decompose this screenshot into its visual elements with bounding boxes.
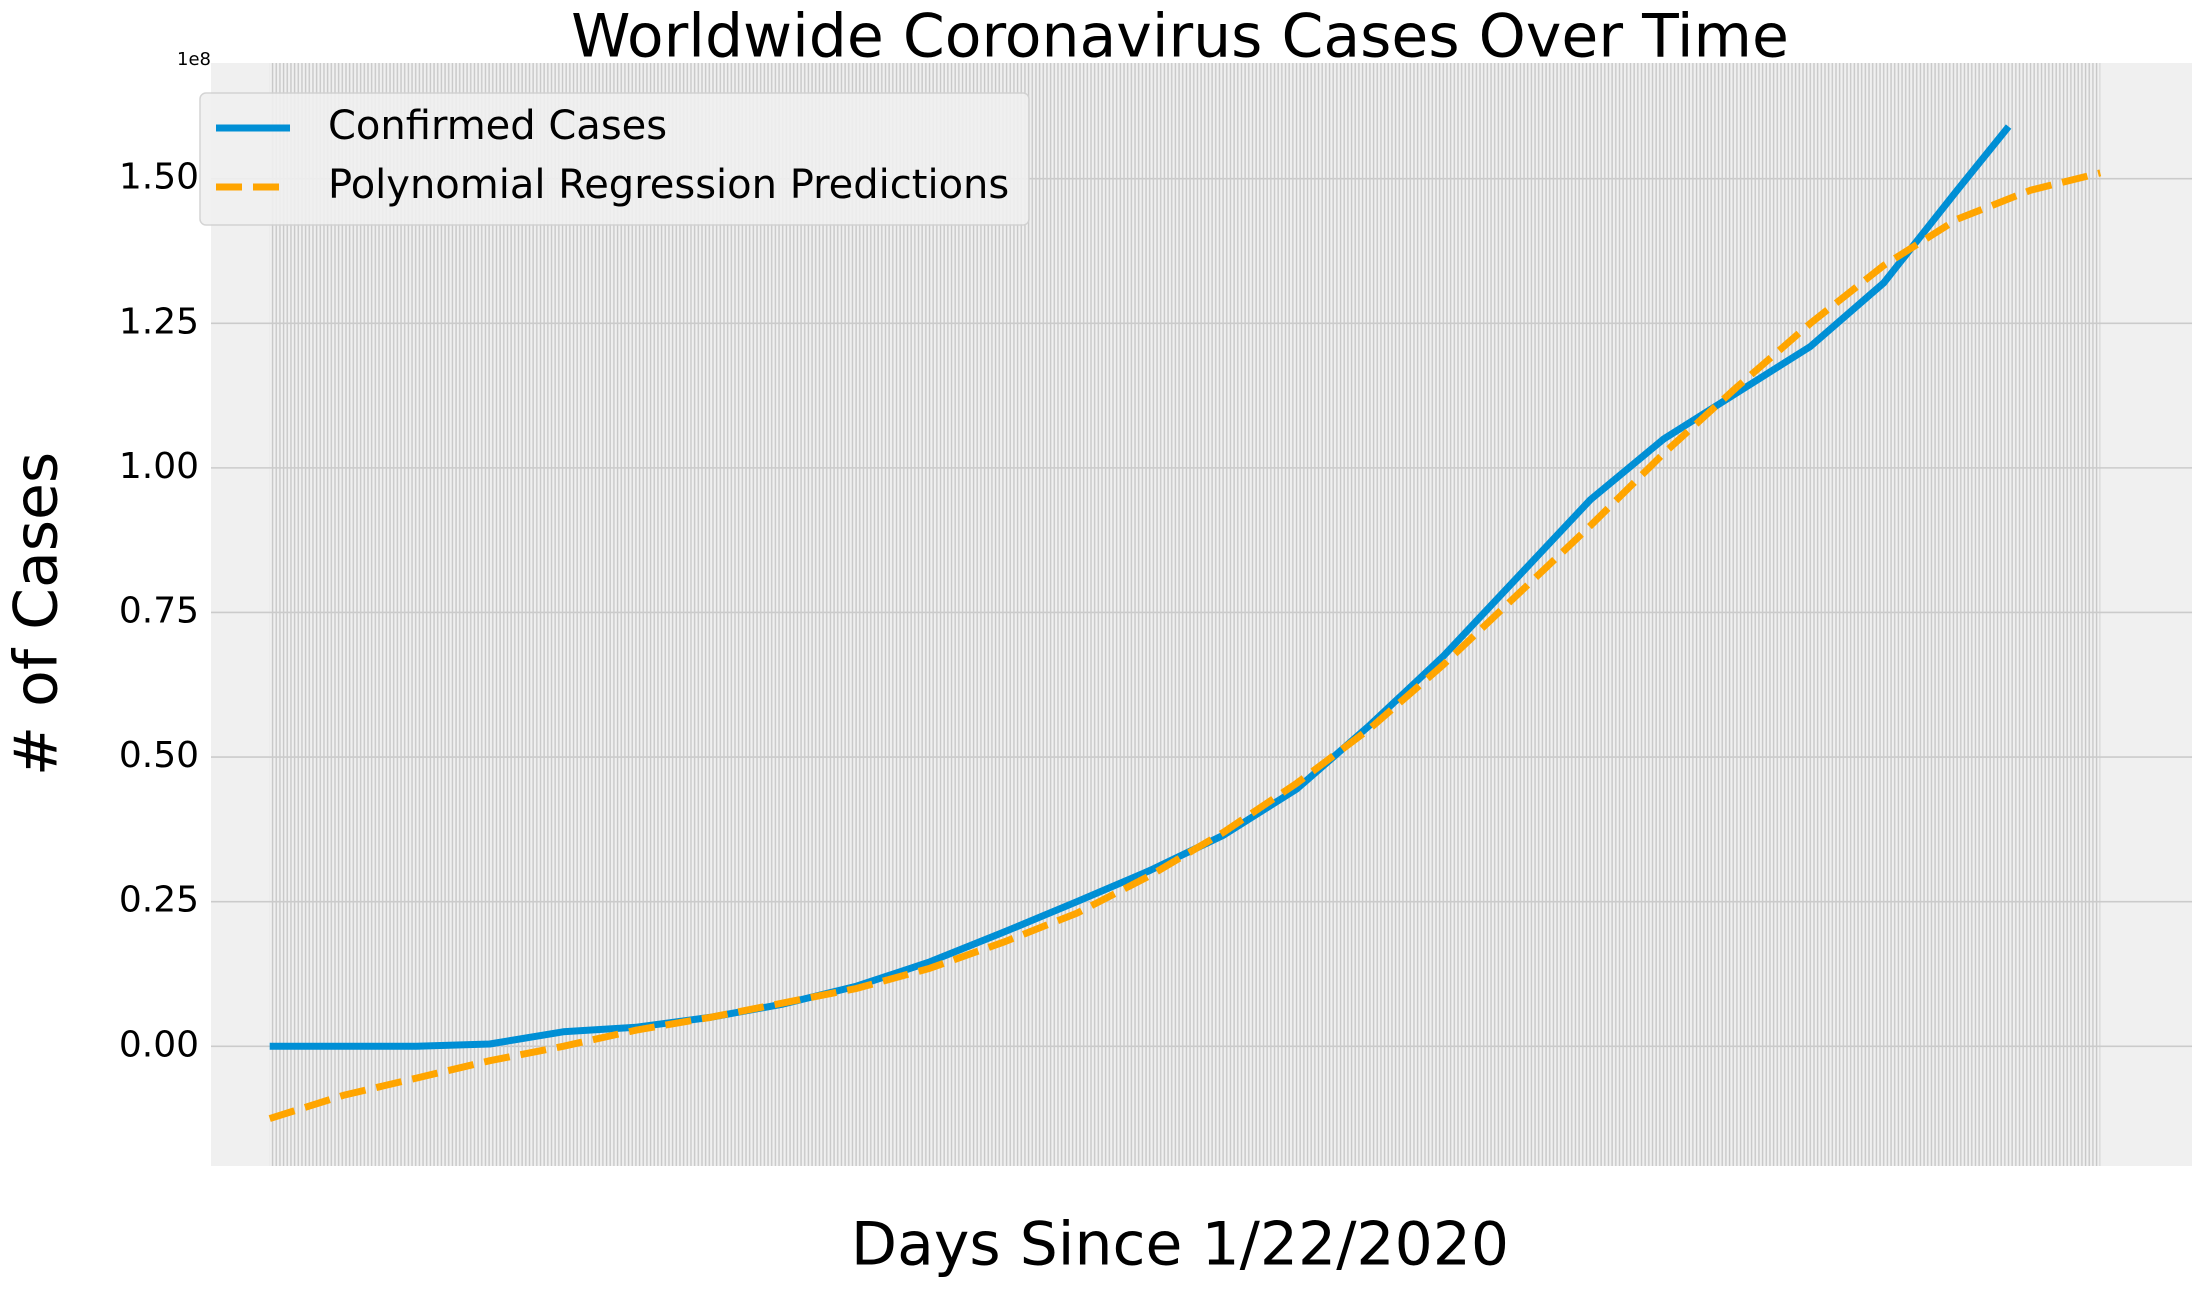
x-grid-band [269, 63, 2101, 1166]
y-tick-label: 0.00 [119, 1024, 199, 1065]
y-tick-label: 1.25 [119, 301, 199, 342]
y-tick-label: 1.50 [119, 157, 199, 198]
y-tick-label: 0.75 [119, 590, 199, 631]
series-line [269, 124, 2012, 1050]
legend-label: Confirmed Cases [328, 103, 667, 149]
y-tick-label: 0.25 [119, 880, 199, 921]
y-offset-label: 1e8 [177, 49, 211, 70]
chart-title: Worldwide Coronavirus Cases Over Time [571, 2, 1789, 72]
y-axis-label: # of Cases [2, 452, 72, 776]
series-line [268, 169, 2102, 1122]
x-axis-label: Days Since 1/22/2020 [851, 1210, 1509, 1280]
y-tick-label: 0.50 [119, 735, 199, 776]
legend-box [199, 92, 1030, 226]
legend-label: Polynomial Regression Predictions [328, 162, 1009, 208]
y-tick-label: 1.00 [119, 446, 199, 487]
